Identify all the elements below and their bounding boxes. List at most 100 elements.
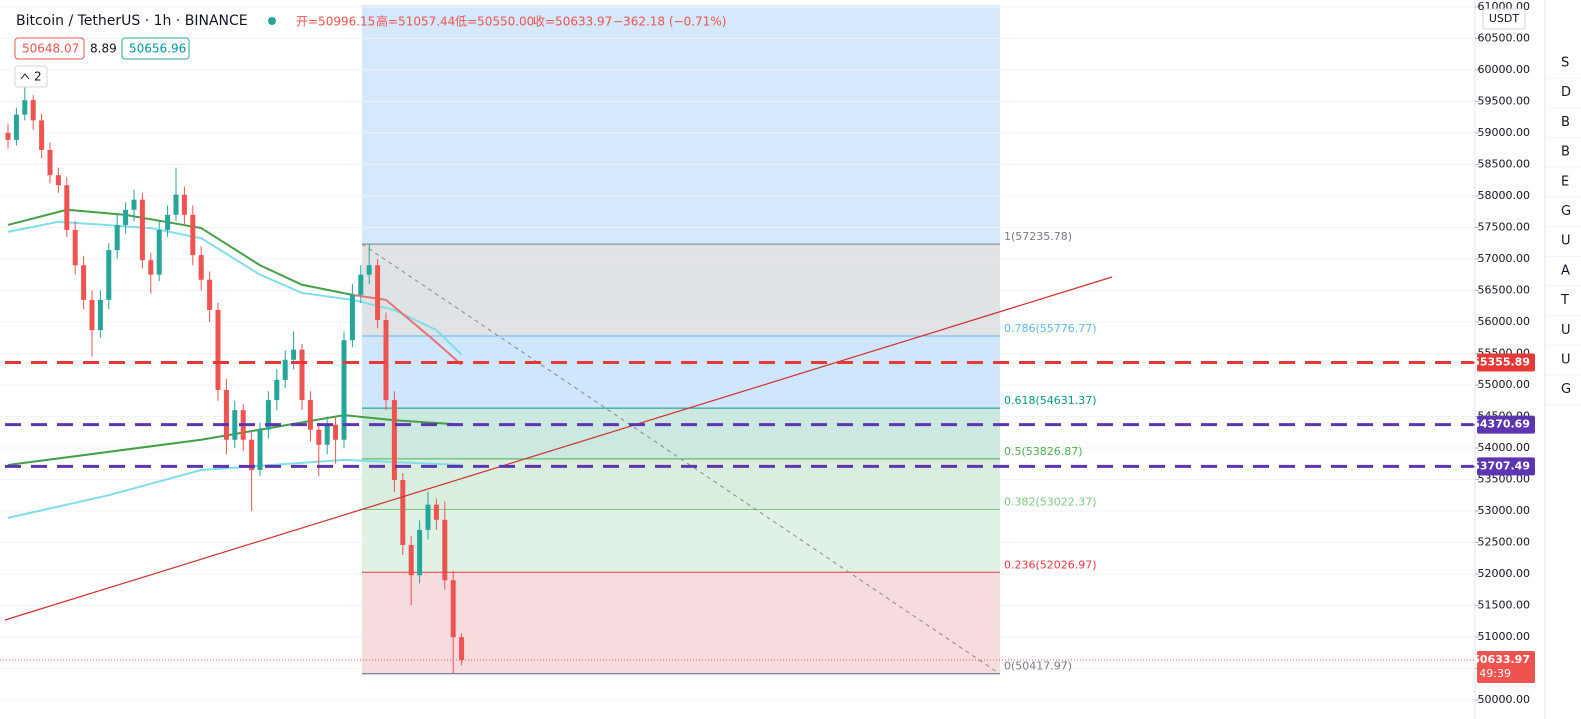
y-tick-label: 60500.00 <box>1478 31 1531 44</box>
candle-body <box>291 349 297 360</box>
watchlist-symbol[interactable]: G <box>1561 204 1571 219</box>
candle-body <box>442 519 448 581</box>
moving-average <box>352 293 463 366</box>
candle-body <box>55 175 61 186</box>
candle-body <box>13 114 19 140</box>
price-badge <box>1477 415 1535 434</box>
y-tick-label: 57500.00 <box>1478 220 1531 233</box>
watchlist-symbol[interactable]: U <box>1561 323 1571 338</box>
candle-body <box>383 320 389 401</box>
candle-body <box>425 504 431 530</box>
candle-body <box>274 379 280 401</box>
fib-band <box>362 572 1000 674</box>
candle-body <box>123 209 129 225</box>
y-tick-label: 53500.00 <box>1478 472 1531 485</box>
watchlist-symbol[interactable]: E <box>1561 174 1569 189</box>
fib-trend-line <box>361 243 1001 675</box>
last-price-label: 50633.97 <box>1472 653 1530 666</box>
watchlist-symbol[interactable]: U <box>1561 353 1571 368</box>
y-tick-label: 59000.00 <box>1478 126 1531 139</box>
candle-body <box>408 544 414 576</box>
candle-body <box>72 229 78 266</box>
price-badge <box>1477 457 1535 476</box>
candle-body <box>148 260 154 275</box>
candle-body <box>358 274 364 295</box>
indicator-value: 50648.07 <box>22 42 79 56</box>
candle-body <box>165 214 171 230</box>
last-price-badge <box>1477 651 1535 684</box>
y-tick-label: 50000.00 <box>1478 693 1531 706</box>
fib-label: 0.382(53022.37) <box>1004 496 1097 509</box>
fib-band <box>362 244 1000 337</box>
fib-label: 0(50417.97) <box>1004 660 1072 673</box>
candle-body <box>198 255 204 280</box>
candle-body <box>324 424 330 445</box>
candle-body <box>106 250 112 300</box>
candle-body <box>207 279 213 310</box>
fib-label: 0.618(54631.37) <box>1004 394 1097 407</box>
y-tick-label: 53000.00 <box>1478 504 1531 517</box>
watchlist-symbol[interactable]: B <box>1561 145 1570 160</box>
candle-body <box>5 132 11 140</box>
candle-body <box>417 529 423 576</box>
candle-body <box>375 265 381 321</box>
watchlist-symbol[interactable]: U <box>1561 234 1571 249</box>
y-tick-label: 56500.00 <box>1478 283 1531 296</box>
status-dot <box>268 17 276 25</box>
indicator-box[interactable] <box>121 37 190 60</box>
fib-label: 1(57235.78) <box>1004 230 1072 243</box>
y-tick-label: 56000.00 <box>1478 315 1531 328</box>
watchlist-symbol[interactable]: T <box>1560 293 1569 308</box>
candle-body <box>257 429 263 470</box>
candle-body <box>39 120 45 150</box>
currency: USDT <box>1489 12 1520 25</box>
ohlc-change: −362.18 (−0.71%) <box>613 15 726 29</box>
price-badge-label: 55355.89 <box>1472 356 1530 369</box>
sidebar <box>1545 0 1581 719</box>
candle-body <box>81 265 87 300</box>
watchlist-symbol[interactable]: D <box>1561 85 1571 100</box>
ohlc-low: 低=50550.00 <box>455 15 534 29</box>
moving-average <box>7 220 463 356</box>
trend-line[interactable] <box>4 276 1113 621</box>
candle-body <box>156 229 162 275</box>
candle-body <box>181 194 187 215</box>
indicator-box[interactable] <box>14 37 85 60</box>
candle-body <box>299 349 305 401</box>
chevron-icon <box>20 73 30 80</box>
indicator-count: 2 <box>34 70 42 84</box>
watchlist-symbol[interactable]: B <box>1561 115 1570 130</box>
fib-band <box>362 509 1000 573</box>
candle-body <box>341 340 347 440</box>
candle-body <box>64 185 70 230</box>
candle-body <box>97 299 103 331</box>
currency-box[interactable] <box>1482 8 1526 30</box>
candle-body <box>30 100 36 121</box>
y-tick-label: 59500.00 <box>1478 94 1531 107</box>
y-tick-label: 51000.00 <box>1478 630 1531 643</box>
price-badge <box>1477 353 1535 372</box>
price-badge-label: 53707.49 <box>1472 459 1530 472</box>
candle-body <box>223 389 229 440</box>
ohlc-high: 高=51057.44 <box>376 14 455 29</box>
candle-body <box>249 439 255 470</box>
candle-body <box>282 359 288 380</box>
fib-label: 0.236(52026.97) <box>1004 558 1097 571</box>
price-badge-label: 54370.69 <box>1472 418 1530 431</box>
watchlist-symbol[interactable]: G <box>1561 382 1571 397</box>
candle-body <box>265 400 271 430</box>
y-tick-label: 51500.00 <box>1478 598 1531 611</box>
candle-body <box>232 410 238 440</box>
indicator-value: 8.89 <box>90 42 117 56</box>
watchlist-symbol[interactable]: A <box>1561 263 1570 278</box>
watchlist-symbol[interactable]: S <box>1561 56 1569 71</box>
y-tick-label: 52000.00 <box>1478 567 1531 580</box>
candle-body <box>450 580 456 638</box>
ohlc-close: 收=50633.97 <box>533 15 612 29</box>
candle-body <box>173 194 179 215</box>
collapse-button[interactable] <box>14 65 48 88</box>
fib-label: 0.5(53826.87) <box>1004 445 1083 458</box>
candle-body <box>391 400 397 481</box>
